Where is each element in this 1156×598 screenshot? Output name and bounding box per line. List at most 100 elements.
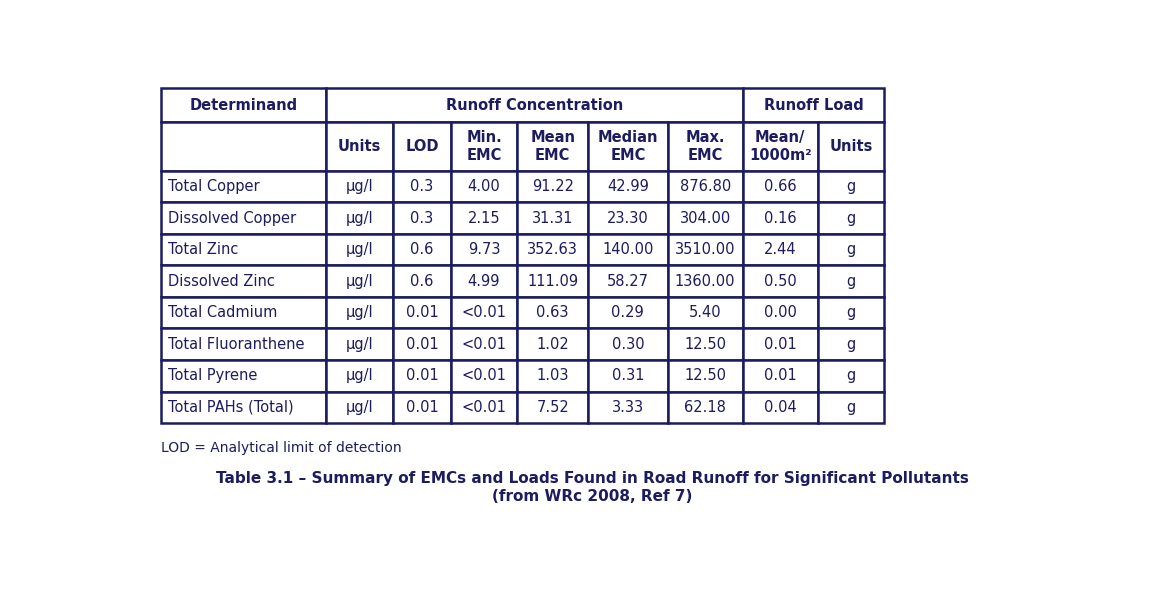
Text: 7.52: 7.52 — [536, 400, 569, 415]
Text: Runoff Load: Runoff Load — [764, 97, 864, 112]
Bar — [451, 297, 518, 328]
Bar — [393, 392, 451, 423]
Bar — [667, 171, 742, 202]
Text: (from WRc 2008, Ref 7): (from WRc 2008, Ref 7) — [492, 489, 692, 504]
Text: 2.44: 2.44 — [764, 242, 796, 257]
Text: 31.31: 31.31 — [532, 210, 573, 225]
Text: 0.00: 0.00 — [764, 305, 796, 320]
Text: 1.02: 1.02 — [536, 337, 569, 352]
Bar — [817, 328, 884, 360]
Text: 0.01: 0.01 — [406, 337, 438, 352]
Text: 4.00: 4.00 — [468, 179, 501, 194]
Bar — [588, 234, 667, 266]
Text: 23.30: 23.30 — [607, 210, 649, 225]
Bar — [817, 171, 884, 202]
Bar — [588, 297, 667, 328]
Bar — [518, 266, 588, 297]
Bar — [326, 392, 393, 423]
Bar — [667, 123, 742, 171]
Bar — [326, 360, 393, 392]
Text: 1360.00: 1360.00 — [675, 274, 735, 289]
Text: μg/l: μg/l — [346, 337, 373, 352]
Bar — [518, 234, 588, 266]
Bar — [161, 123, 326, 171]
Bar — [742, 202, 817, 234]
Text: 0.66: 0.66 — [764, 179, 796, 194]
Text: 0.01: 0.01 — [406, 368, 438, 383]
Text: Mean/
1000m²: Mean/ 1000m² — [749, 130, 812, 163]
Text: Total PAHs (Total): Total PAHs (Total) — [168, 400, 294, 415]
Bar — [393, 297, 451, 328]
Text: μg/l: μg/l — [346, 242, 373, 257]
Bar — [817, 234, 884, 266]
Bar — [518, 328, 588, 360]
Text: 3.33: 3.33 — [612, 400, 644, 415]
Bar — [518, 123, 588, 171]
Bar — [742, 88, 884, 123]
Bar — [451, 234, 518, 266]
Bar — [518, 360, 588, 392]
Bar — [667, 234, 742, 266]
Text: Max.
EMC: Max. EMC — [686, 130, 725, 163]
Text: g: g — [846, 337, 855, 352]
Bar — [451, 202, 518, 234]
Text: 9.73: 9.73 — [468, 242, 501, 257]
Text: 0.01: 0.01 — [406, 305, 438, 320]
Bar — [742, 360, 817, 392]
Bar — [588, 202, 667, 234]
Bar — [451, 360, 518, 392]
Bar — [742, 234, 817, 266]
Text: <0.01: <0.01 — [461, 368, 506, 383]
Text: 42.99: 42.99 — [607, 179, 649, 194]
Bar — [667, 328, 742, 360]
Text: Determinand: Determinand — [190, 97, 297, 112]
Text: 0.6: 0.6 — [410, 242, 434, 257]
Text: 0.01: 0.01 — [406, 400, 438, 415]
Bar — [161, 392, 326, 423]
Text: 876.80: 876.80 — [680, 179, 731, 194]
Bar — [326, 328, 393, 360]
Bar — [161, 234, 326, 266]
Text: 58.27: 58.27 — [607, 274, 649, 289]
Bar — [161, 171, 326, 202]
Bar — [588, 392, 667, 423]
Text: 3510.00: 3510.00 — [675, 242, 735, 257]
Text: 0.30: 0.30 — [612, 337, 644, 352]
Text: Units: Units — [829, 139, 873, 154]
Bar — [742, 266, 817, 297]
Text: 0.29: 0.29 — [612, 305, 644, 320]
Text: Runoff Concentration: Runoff Concentration — [446, 97, 623, 112]
Text: μg/l: μg/l — [346, 179, 373, 194]
Text: Dissolved Copper: Dissolved Copper — [168, 210, 296, 225]
Bar — [588, 266, 667, 297]
Bar — [518, 171, 588, 202]
Bar — [451, 266, 518, 297]
Text: Total Zinc: Total Zinc — [168, 242, 238, 257]
Text: 0.01: 0.01 — [764, 337, 796, 352]
Bar — [451, 171, 518, 202]
Bar — [588, 171, 667, 202]
Bar — [161, 360, 326, 392]
Text: 12.50: 12.50 — [684, 368, 726, 383]
Text: Mean
EMC: Mean EMC — [531, 130, 576, 163]
Bar — [326, 266, 393, 297]
Bar — [588, 328, 667, 360]
Text: g: g — [846, 210, 855, 225]
Bar — [742, 297, 817, 328]
Bar — [817, 297, 884, 328]
Text: 0.31: 0.31 — [612, 368, 644, 383]
Text: 0.16: 0.16 — [764, 210, 796, 225]
Text: 5.40: 5.40 — [689, 305, 721, 320]
Bar — [518, 202, 588, 234]
Bar — [326, 88, 742, 123]
Bar — [817, 392, 884, 423]
Text: <0.01: <0.01 — [461, 400, 506, 415]
Text: g: g — [846, 242, 855, 257]
Text: g: g — [846, 274, 855, 289]
Text: Units: Units — [338, 139, 381, 154]
Text: g: g — [846, 368, 855, 383]
Bar — [451, 328, 518, 360]
Text: LOD: LOD — [405, 139, 438, 154]
Text: 12.50: 12.50 — [684, 337, 726, 352]
Text: 4.99: 4.99 — [468, 274, 501, 289]
